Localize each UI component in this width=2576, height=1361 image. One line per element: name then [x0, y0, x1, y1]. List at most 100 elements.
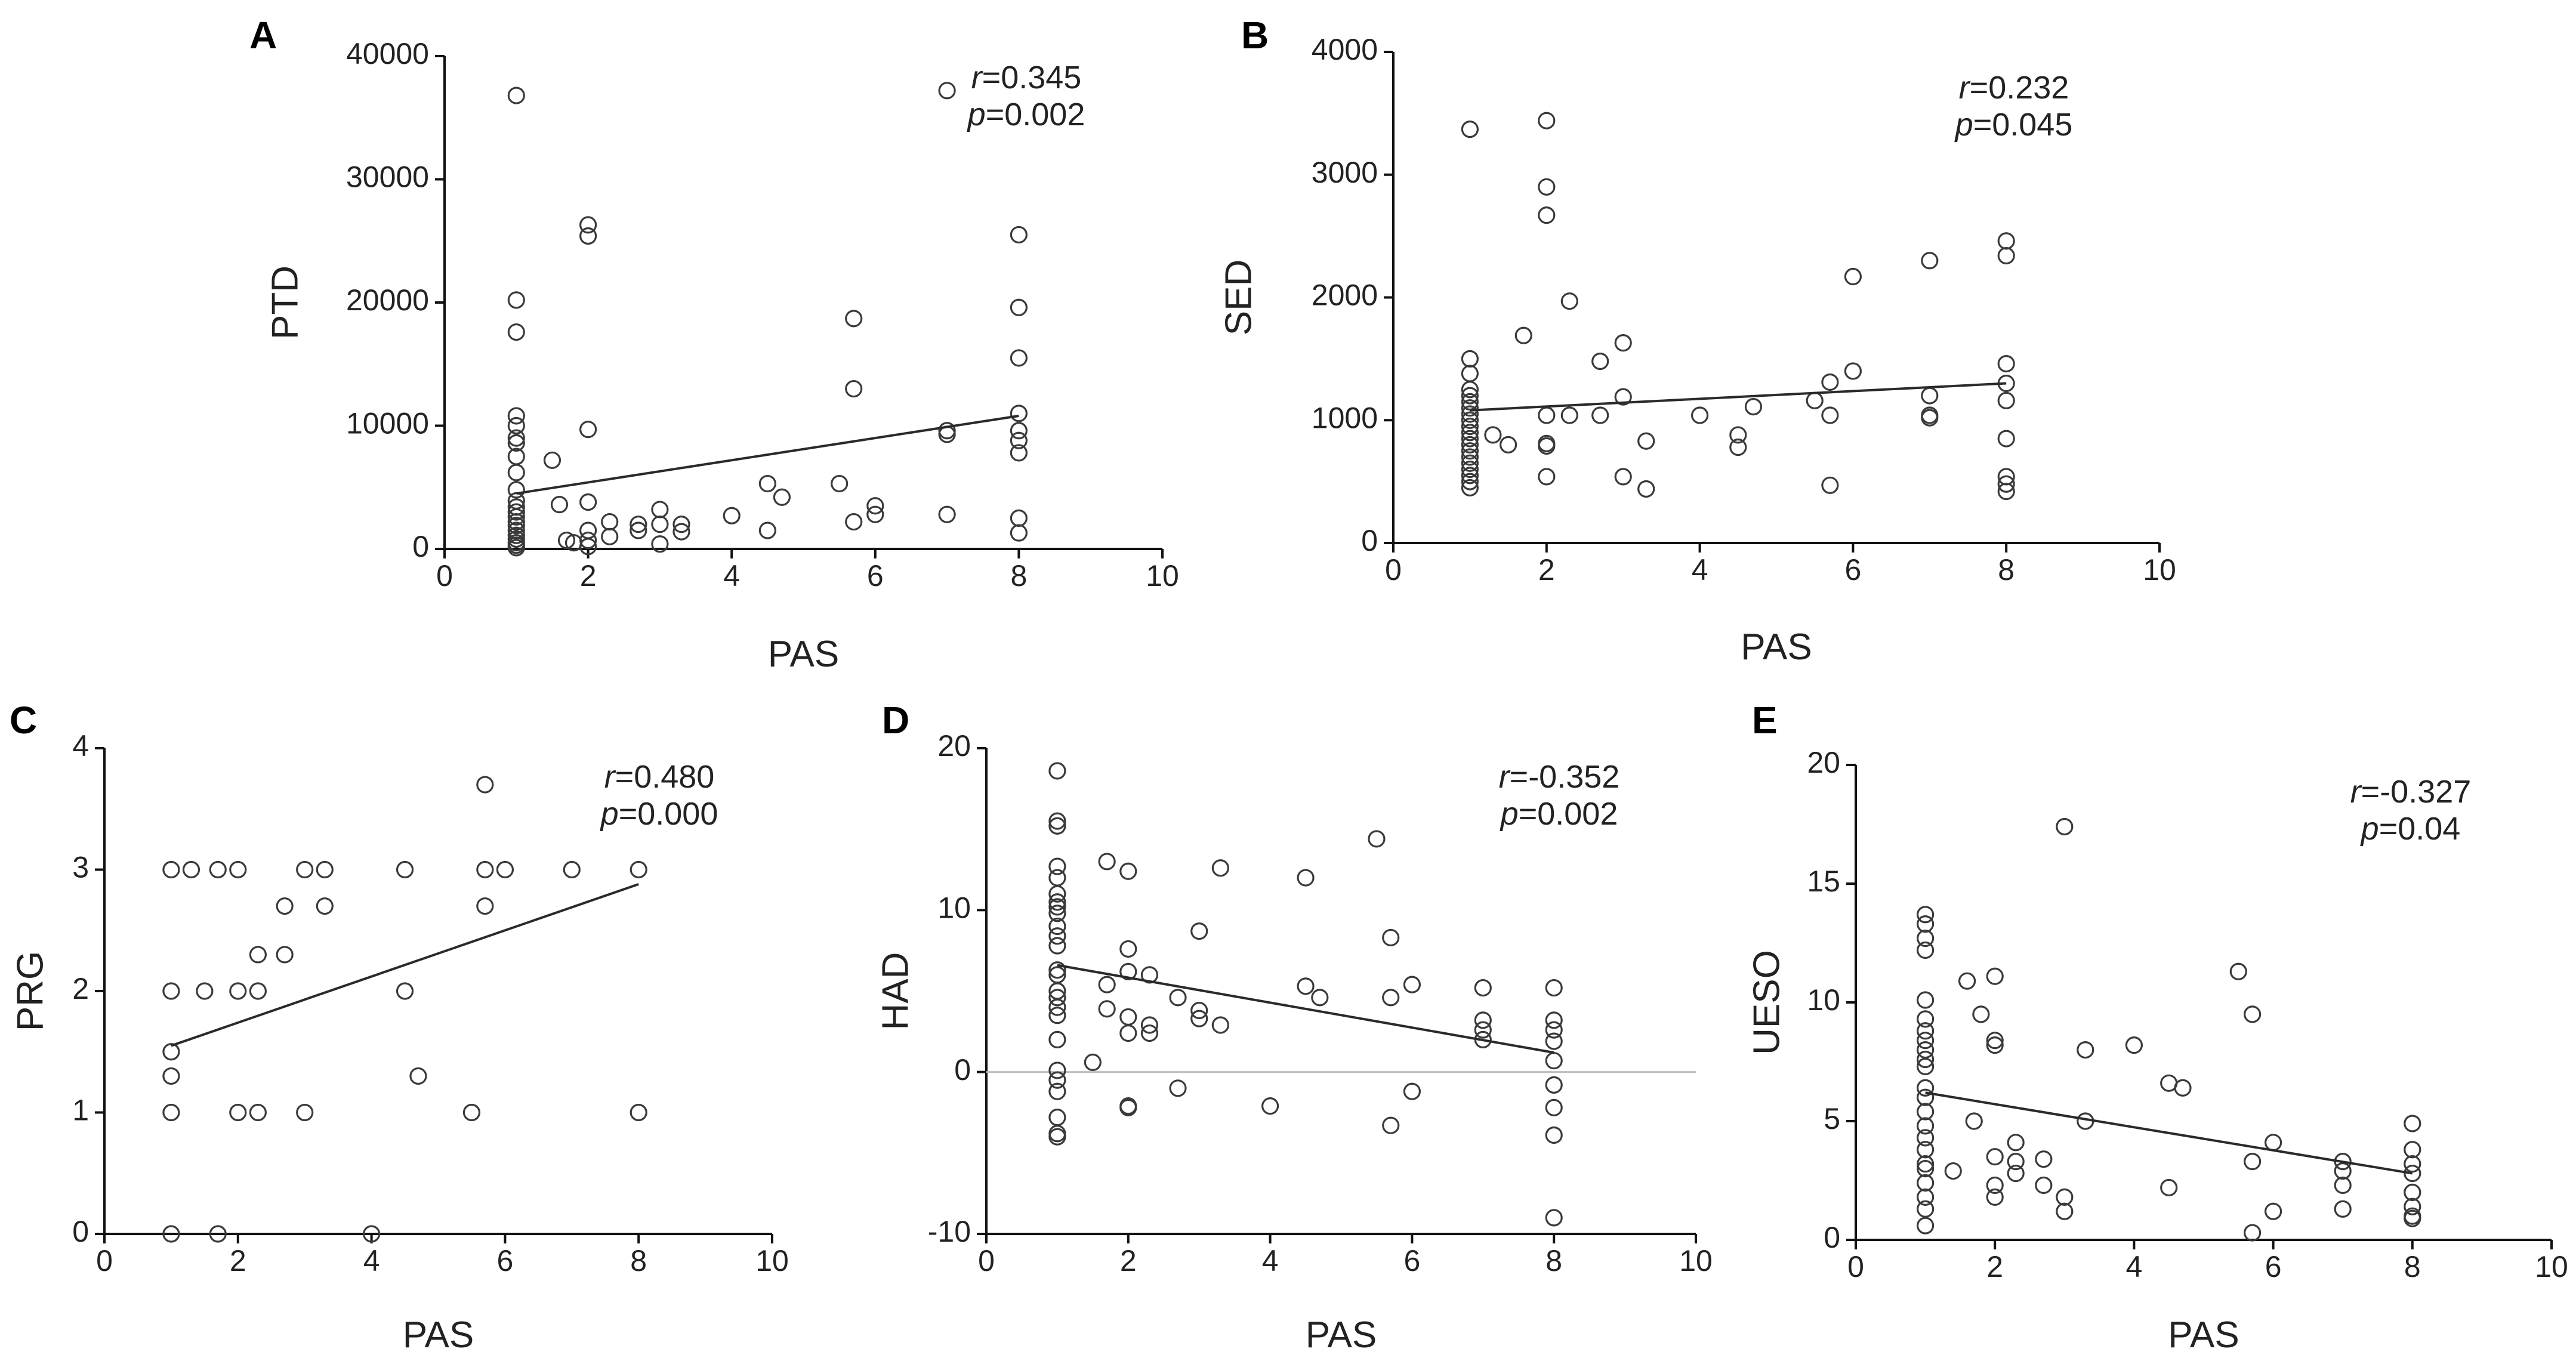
data-point	[1382, 989, 1400, 1007]
y-tick-label: 3	[72, 851, 89, 884]
data-point	[1637, 432, 1655, 450]
data-point	[831, 474, 849, 493]
data-point	[1010, 444, 1028, 462]
x-tick-label: 8	[2404, 1250, 2421, 1283]
data-point	[1921, 409, 1939, 427]
data-point	[1917, 1200, 1935, 1218]
regression-line	[516, 415, 1019, 495]
x-tick-label: 4	[2125, 1250, 2142, 1283]
data-point	[1545, 1098, 1563, 1116]
y-axis-title: SED	[1218, 260, 1259, 335]
data-point	[1010, 405, 1028, 422]
data-point	[2244, 1153, 2262, 1171]
data-point	[938, 82, 956, 100]
data-point	[1048, 1109, 1066, 1127]
data-point	[2229, 962, 2247, 980]
data-point	[1461, 473, 1479, 490]
data-point	[1560, 406, 1578, 424]
x-tick-label: 8	[1545, 1244, 1562, 1277]
y-tick-label: 3000	[1312, 156, 1378, 189]
x-axis-title: PAS	[768, 634, 839, 675]
data-point	[1821, 476, 1839, 494]
x-axis-title: PAS	[2168, 1314, 2239, 1356]
regression-line	[1470, 382, 2007, 412]
data-point	[507, 464, 525, 482]
data-point	[866, 497, 884, 515]
data-point	[1382, 928, 1400, 947]
data-point	[1461, 387, 1479, 405]
y-tick-label: 0	[954, 1053, 971, 1087]
x-tick-label: 0	[978, 1244, 995, 1277]
panel-b: B 0 2 4 6 8 10 0 1000 2000 3000 4000 PAS SED r=0.232p=…	[1218, 14, 2176, 668]
data-point	[1010, 349, 1028, 367]
data-point	[2007, 1134, 2025, 1152]
x-tick-label: 8	[1998, 553, 2014, 587]
data-point	[1917, 1188, 1935, 1206]
y-axis-title: PTD	[264, 266, 306, 340]
data-point	[1119, 962, 1137, 981]
data-point	[1461, 454, 1479, 472]
data-point	[1048, 762, 1066, 780]
y-tick-label: 10	[1807, 983, 1840, 1017]
data-point	[1500, 436, 1517, 454]
data-point	[1591, 352, 1609, 371]
data-point	[1048, 998, 1066, 1016]
data-point	[651, 516, 669, 533]
data-point	[1461, 405, 1479, 423]
data-point	[557, 531, 576, 550]
data-point	[296, 1103, 314, 1122]
data-point	[1538, 178, 1556, 196]
data-point	[1211, 859, 1229, 877]
data-point	[1917, 906, 1935, 924]
x-tick-label: 10	[1679, 1244, 1713, 1277]
y-tick-label: -10	[928, 1215, 971, 1248]
y-tick-label: 0	[72, 1215, 89, 1248]
p-value-annotation: p=0.000	[600, 796, 718, 832]
x-tick-label: 2	[1120, 1244, 1137, 1277]
data-point	[1261, 1097, 1279, 1115]
data-point	[462, 1103, 481, 1122]
data-point	[1917, 1032, 1935, 1050]
data-point	[2265, 1134, 2282, 1152]
data-point	[1461, 381, 1479, 399]
x-tick-label: 6	[1403, 1244, 1420, 1277]
x-axis-title: PAS	[1741, 627, 1812, 668]
data-point	[209, 860, 227, 879]
y-tick-label: 1	[72, 1094, 89, 1127]
data-point	[1474, 979, 1492, 997]
data-point	[1744, 398, 1763, 416]
panel-letter: C	[10, 699, 37, 742]
data-point	[209, 1225, 227, 1243]
data-point	[409, 1067, 427, 1085]
data-point	[507, 87, 525, 104]
data-point	[1474, 1011, 1492, 1029]
y-tick-label: 4	[72, 729, 89, 763]
y-tick-label: 0	[1824, 1221, 1840, 1254]
data-point	[1917, 941, 1935, 959]
data-point	[1917, 1088, 1935, 1106]
data-point	[2334, 1176, 2352, 1195]
x-tick-label: 0	[436, 559, 453, 592]
data-point	[1917, 1174, 1935, 1192]
x-tick-label: 2	[230, 1244, 246, 1277]
data-point	[1382, 1116, 1400, 1134]
y-axis-title: HAD	[875, 952, 916, 1030]
regression-line	[1925, 1091, 2413, 1175]
data-point	[1972, 1005, 1990, 1023]
data-point	[1010, 422, 1028, 440]
data-point	[2404, 1198, 2421, 1215]
data-point	[2056, 1202, 2074, 1220]
correlation-r-annotation: r=-0.327	[2350, 774, 2472, 810]
data-point	[296, 860, 314, 879]
data-point	[1545, 1076, 1563, 1094]
data-point	[229, 1103, 247, 1122]
y-tick-label: 20	[1807, 746, 1840, 779]
data-point	[2265, 1202, 2282, 1220]
data-point	[1997, 391, 2015, 409]
data-point	[758, 521, 776, 539]
data-point	[1403, 1082, 1421, 1100]
panel-letter: E	[1752, 699, 1778, 742]
panel-letter: B	[1241, 14, 1269, 57]
